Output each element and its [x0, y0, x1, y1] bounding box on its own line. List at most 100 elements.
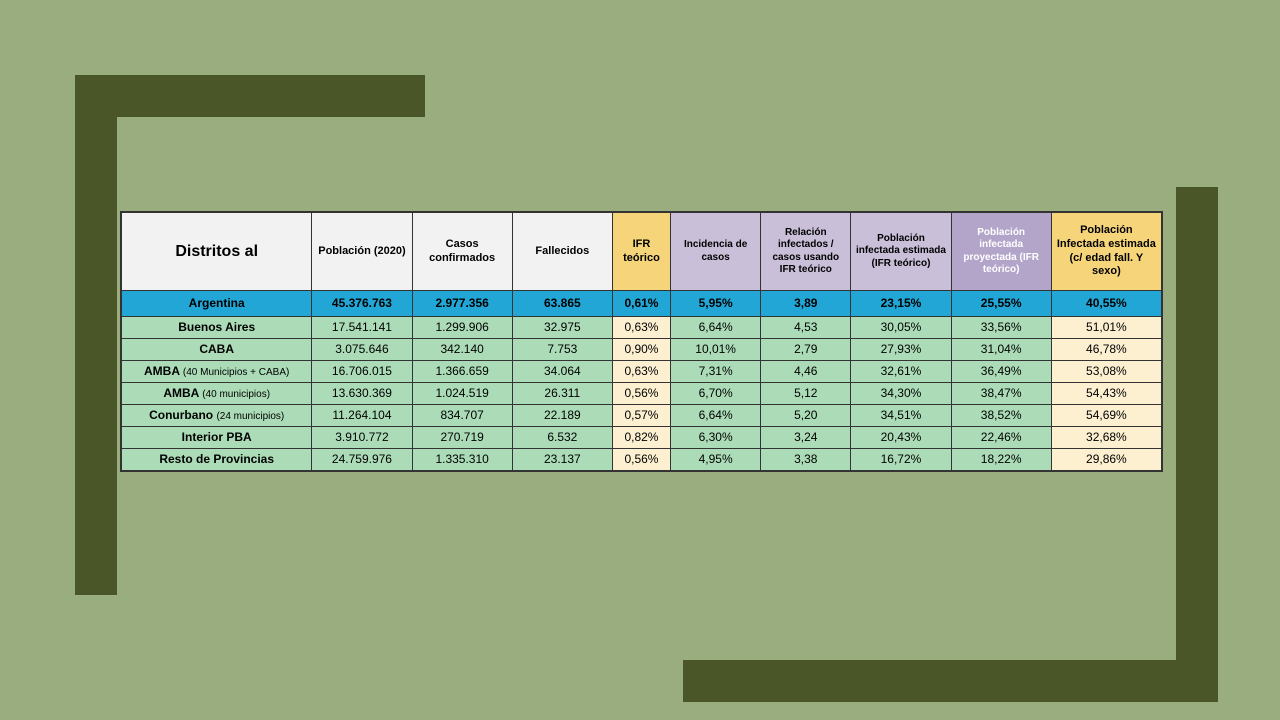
table-row: Buenos Aires17.541.1411.299.90632.9750,6… [122, 317, 1162, 339]
cell-pob_est_edad: 29,86% [1051, 449, 1161, 471]
cell-poblacion: 45.376.763 [312, 291, 412, 317]
cell-pob_est_edad: 51,01% [1051, 317, 1161, 339]
cell-poblacion: 11.264.104 [312, 405, 412, 427]
cell-ifr: 0,82% [612, 427, 670, 449]
cell-poblacion: 17.541.141 [312, 317, 412, 339]
cell-incidencia: 5,95% [671, 291, 761, 317]
table-row: Argentina45.376.7632.977.35663.8650,61%5… [122, 291, 1162, 317]
cell-incidencia: 10,01% [671, 339, 761, 361]
cell-incidencia: 7,31% [671, 361, 761, 383]
cell-ifr: 0,56% [612, 383, 670, 405]
cell-pob_est: 16,72% [851, 449, 951, 471]
cell-relacion: 4,46 [761, 361, 851, 383]
cell-fallecidos: 63.865 [512, 291, 612, 317]
cell-pob_proy: 36,49% [951, 361, 1051, 383]
cell-casos: 1.024.519 [412, 383, 512, 405]
cell-district: Resto de Provincias [122, 449, 312, 471]
cell-ifr: 0,63% [612, 361, 670, 383]
cell-incidencia: 6,30% [671, 427, 761, 449]
cell-ifr: 0,56% [612, 449, 670, 471]
cell-pob_proy: 31,04% [951, 339, 1051, 361]
cell-district: AMBA (40 municipios) [122, 383, 312, 405]
cell-poblacion: 3.910.772 [312, 427, 412, 449]
cell-incidencia: 6,64% [671, 405, 761, 427]
cell-poblacion: 3.075.646 [312, 339, 412, 361]
cell-pob_proy: 33,56% [951, 317, 1051, 339]
cell-casos: 1.366.659 [412, 361, 512, 383]
cell-casos: 270.719 [412, 427, 512, 449]
cell-fallecidos: 6.532 [512, 427, 612, 449]
hdr-district: Distritos al [122, 213, 312, 291]
cell-pob_est: 34,30% [851, 383, 951, 405]
table-row: Conurbano (24 municipios)11.264.104834.7… [122, 405, 1162, 427]
hdr-fallecidos: Fallecidos [512, 213, 612, 291]
cell-fallecidos: 32.975 [512, 317, 612, 339]
table-row: AMBA (40 municipios)13.630.3691.024.5192… [122, 383, 1162, 405]
cell-casos: 342.140 [412, 339, 512, 361]
cell-poblacion: 24.759.976 [312, 449, 412, 471]
cell-incidencia: 6,70% [671, 383, 761, 405]
cell-fallecidos: 22.189 [512, 405, 612, 427]
cell-ifr: 0,63% [612, 317, 670, 339]
table-row: Interior PBA3.910.772270.7196.5320,82%6,… [122, 427, 1162, 449]
hdr-incidencia: Incidencia de casos [671, 213, 761, 291]
cell-pob_est: 30,05% [851, 317, 951, 339]
cell-relacion: 3,24 [761, 427, 851, 449]
data-table-container: Distritos al Población (2020) Casos conf… [120, 211, 1163, 472]
table-row: AMBA (40 Municipios + CABA)16.706.0151.3… [122, 361, 1162, 383]
cell-casos: 1.299.906 [412, 317, 512, 339]
cell-fallecidos: 23.137 [512, 449, 612, 471]
cell-casos: 2.977.356 [412, 291, 512, 317]
cell-pob_proy: 25,55% [951, 291, 1051, 317]
cell-district: Conurbano (24 municipios) [122, 405, 312, 427]
cell-relacion: 5,20 [761, 405, 851, 427]
cell-pob_est: 27,93% [851, 339, 951, 361]
cell-district: Interior PBA [122, 427, 312, 449]
cell-pob_proy: 38,47% [951, 383, 1051, 405]
cell-pob_est: 34,51% [851, 405, 951, 427]
cell-district: CABA [122, 339, 312, 361]
hdr-ifr: IFR teórico [612, 213, 670, 291]
hdr-relacion: Relación infectados / casos usando IFR t… [761, 213, 851, 291]
table-row: Resto de Provincias24.759.9761.335.31023… [122, 449, 1162, 471]
cell-pob_est_edad: 46,78% [1051, 339, 1161, 361]
cell-ifr: 0,57% [612, 405, 670, 427]
districts-table: Distritos al Población (2020) Casos conf… [121, 212, 1162, 471]
cell-poblacion: 13.630.369 [312, 383, 412, 405]
cell-pob_est_edad: 40,55% [1051, 291, 1161, 317]
hdr-pob-est-edad: Población Infectada estimada (c/ edad fa… [1051, 213, 1161, 291]
table-header: Distritos al Población (2020) Casos conf… [122, 213, 1162, 291]
hdr-poblacion: Población (2020) [312, 213, 412, 291]
cell-pob_proy: 18,22% [951, 449, 1051, 471]
table-body: Argentina45.376.7632.977.35663.8650,61%5… [122, 291, 1162, 471]
cell-pob_proy: 22,46% [951, 427, 1051, 449]
cell-pob_est: 20,43% [851, 427, 951, 449]
cell-relacion: 3,89 [761, 291, 851, 317]
cell-pob_est_edad: 54,43% [1051, 383, 1161, 405]
cell-fallecidos: 34.064 [512, 361, 612, 383]
cell-incidencia: 6,64% [671, 317, 761, 339]
cell-relacion: 4,53 [761, 317, 851, 339]
cell-casos: 834.707 [412, 405, 512, 427]
cell-relacion: 5,12 [761, 383, 851, 405]
cell-ifr: 0,90% [612, 339, 670, 361]
hdr-pob-est: Población infectada estimada (IFR teóric… [851, 213, 951, 291]
table-row: CABA3.075.646342.1407.7530,90%10,01%2,79… [122, 339, 1162, 361]
cell-pob_est: 23,15% [851, 291, 951, 317]
hdr-casos: Casos confirmados [412, 213, 512, 291]
cell-pob_est: 32,61% [851, 361, 951, 383]
cell-fallecidos: 7.753 [512, 339, 612, 361]
cell-relacion: 3,38 [761, 449, 851, 471]
cell-ifr: 0,61% [612, 291, 670, 317]
hdr-pob-proy: Población infectada proyectada (IFR teór… [951, 213, 1051, 291]
cell-district: AMBA (40 Municipios + CABA) [122, 361, 312, 383]
cell-incidencia: 4,95% [671, 449, 761, 471]
cell-pob_proy: 38,52% [951, 405, 1051, 427]
cell-relacion: 2,79 [761, 339, 851, 361]
cell-district: Argentina [122, 291, 312, 317]
cell-pob_est_edad: 32,68% [1051, 427, 1161, 449]
cell-casos: 1.335.310 [412, 449, 512, 471]
cell-pob_est_edad: 54,69% [1051, 405, 1161, 427]
cell-poblacion: 16.706.015 [312, 361, 412, 383]
cell-fallecidos: 26.311 [512, 383, 612, 405]
